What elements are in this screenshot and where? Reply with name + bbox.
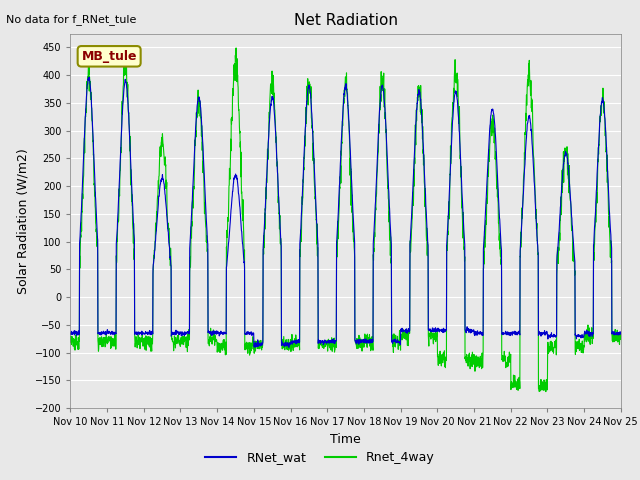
Rnet_4way bbox=[584, 322, 592, 328]
RNet_wat bbox=[617, 331, 625, 336]
Rnet_4way bbox=[506, 358, 513, 364]
RNet_wat bbox=[285, 345, 292, 350]
RNet_wat bbox=[220, 331, 228, 336]
RNet_wat bbox=[584, 330, 592, 336]
Rnet_4way bbox=[617, 331, 625, 336]
Rnet_4way bbox=[232, 45, 240, 51]
RNet_wat bbox=[374, 144, 381, 149]
Rnet_4way bbox=[67, 337, 74, 343]
RNet_wat bbox=[506, 330, 514, 336]
Rnet_4way bbox=[374, 160, 381, 166]
Legend: RNet_wat, Rnet_4way: RNet_wat, Rnet_4way bbox=[200, 446, 440, 469]
Line: Rnet_4way: Rnet_4way bbox=[70, 48, 621, 392]
Rnet_4way bbox=[220, 340, 228, 346]
Rnet_4way bbox=[542, 389, 550, 395]
Text: MB_tule: MB_tule bbox=[81, 50, 137, 63]
Rnet_4way bbox=[362, 338, 369, 344]
Text: No data for f_RNet_tule: No data for f_RNet_tule bbox=[6, 14, 137, 25]
RNet_wat bbox=[362, 336, 370, 342]
RNet_wat bbox=[67, 332, 74, 337]
RNet_wat bbox=[85, 74, 93, 80]
Title: Net Radiation: Net Radiation bbox=[294, 13, 397, 28]
Y-axis label: Solar Radiation (W/m2): Solar Radiation (W/m2) bbox=[16, 148, 29, 294]
X-axis label: Time: Time bbox=[330, 432, 361, 445]
Rnet_4way bbox=[569, 236, 577, 242]
Line: RNet_wat: RNet_wat bbox=[70, 77, 621, 348]
RNet_wat bbox=[569, 229, 577, 235]
